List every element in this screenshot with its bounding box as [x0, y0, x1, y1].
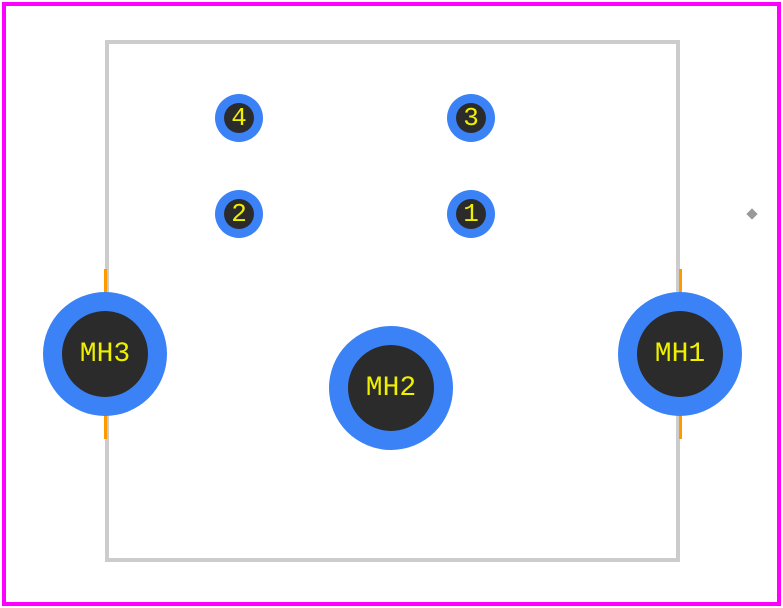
- connector-right-bottom: [679, 415, 682, 439]
- pad-3: 3: [447, 94, 495, 142]
- pad-1: 1: [447, 190, 495, 238]
- pad-2-label: 2: [231, 199, 247, 229]
- component-outline: [105, 40, 680, 562]
- pad-mh1-label: MH1: [655, 339, 705, 370]
- pad-mh2: MH2: [329, 326, 453, 450]
- connector-right-top: [679, 269, 682, 293]
- pad-mh1: MH1: [618, 292, 742, 416]
- pad-4: 4: [215, 94, 263, 142]
- footprint-canvas: 4 3 2 1 MH3 MH2 MH1: [0, 0, 783, 608]
- pad-3-label: 3: [463, 103, 479, 133]
- connector-left-top: [104, 269, 107, 293]
- pad-4-label: 4: [231, 103, 247, 133]
- pad-2: 2: [215, 190, 263, 238]
- connector-left-bottom: [104, 415, 107, 439]
- pad-1-label: 1: [463, 199, 479, 229]
- pad-mh2-label: MH2: [366, 373, 416, 404]
- pad-mh3-label: MH3: [80, 339, 130, 370]
- pad-mh3: MH3: [43, 292, 167, 416]
